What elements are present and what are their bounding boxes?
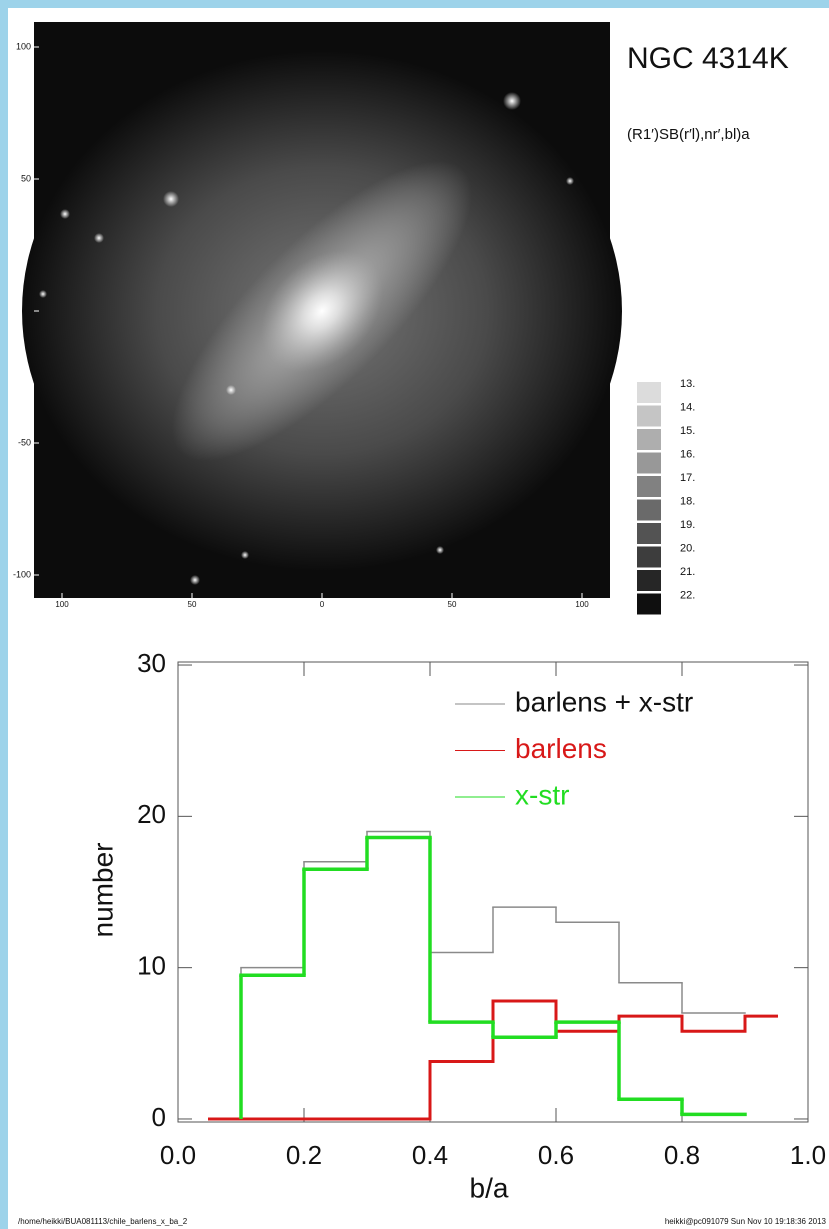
- colorbar-swatch: [637, 500, 661, 521]
- image-y-tick-label: -50: [18, 437, 31, 447]
- colorbar-label: 20.: [680, 542, 695, 554]
- image-y-tick-label: 0: [26, 305, 31, 315]
- footer-left: /home/heikki/BUA081113/chile_barlens_x_b…: [18, 1217, 188, 1226]
- y-tick-label: 30: [137, 648, 166, 678]
- y-tick-label: 10: [137, 951, 166, 981]
- image-x-tick-label: 50: [448, 600, 457, 609]
- y-axis-label: number: [87, 843, 118, 938]
- x-tick-label: 0.4: [412, 1140, 448, 1170]
- colorbar-label: 17.: [680, 472, 695, 484]
- x-tick-label: 0.6: [538, 1140, 574, 1170]
- y-tick-label: 20: [137, 799, 166, 829]
- legend-label: barlens: [515, 733, 607, 764]
- colorbar-swatch: [637, 547, 661, 568]
- colorbar-swatch: [637, 523, 661, 544]
- colorbar-label: 21.: [680, 566, 695, 578]
- x-tick-label: 0.0: [160, 1140, 196, 1170]
- image-x-tick-label: 0: [320, 600, 325, 609]
- image-x-tick-label: 100: [575, 600, 589, 609]
- galaxy-image: [22, 22, 622, 598]
- colorbar-swatch: [637, 406, 661, 427]
- figure: NGC 4314K (R1′)SB(r′l),nr′,bl)a /home/he…: [0, 0, 829, 1229]
- page: NGC 4314K (R1′)SB(r′l),nr′,bl)a /home/he…: [0, 0, 829, 1229]
- image-x-tick-label: 50: [188, 600, 197, 609]
- colorbar-label: 14.: [680, 401, 695, 413]
- colorbar-swatch: [637, 570, 661, 591]
- image-y-tick-label: 50: [21, 173, 31, 183]
- colorbar-label: 19.: [680, 519, 695, 531]
- classification: (R1′)SB(r′l),nr′,bl)a: [627, 126, 750, 143]
- colorbar-label: 15.: [680, 425, 695, 437]
- x-axis-label: b/a: [470, 1172, 509, 1203]
- image-title: NGC 4314K: [627, 42, 789, 75]
- colorbar-swatch: [637, 594, 661, 615]
- legend-label: barlens + x-str: [515, 686, 693, 717]
- image-x-tick-label: 100: [55, 600, 69, 609]
- colorbar-label: 18.: [680, 495, 695, 507]
- x-tick-label: 0.2: [286, 1140, 322, 1170]
- x-tick-label: 0.8: [664, 1140, 700, 1170]
- colorbar-label: 13.: [680, 378, 695, 390]
- colorbar-swatch: [637, 476, 661, 497]
- image-y-tick-label: -100: [13, 569, 31, 579]
- colorbar-swatch: [637, 382, 661, 403]
- image-y-tick-label: 100: [16, 41, 31, 51]
- footer-right: heikki@pc091079 Sun Nov 10 19:18:36 2013: [665, 1217, 827, 1226]
- colorbar-swatch: [637, 429, 661, 450]
- y-tick-label: 0: [152, 1102, 166, 1132]
- colorbar-label: 22.: [680, 589, 695, 601]
- colorbar-swatch: [637, 453, 661, 474]
- legend-label: x-str: [515, 779, 569, 810]
- colorbar-label: 16.: [680, 448, 695, 460]
- x-tick-label: 1.0: [790, 1140, 826, 1170]
